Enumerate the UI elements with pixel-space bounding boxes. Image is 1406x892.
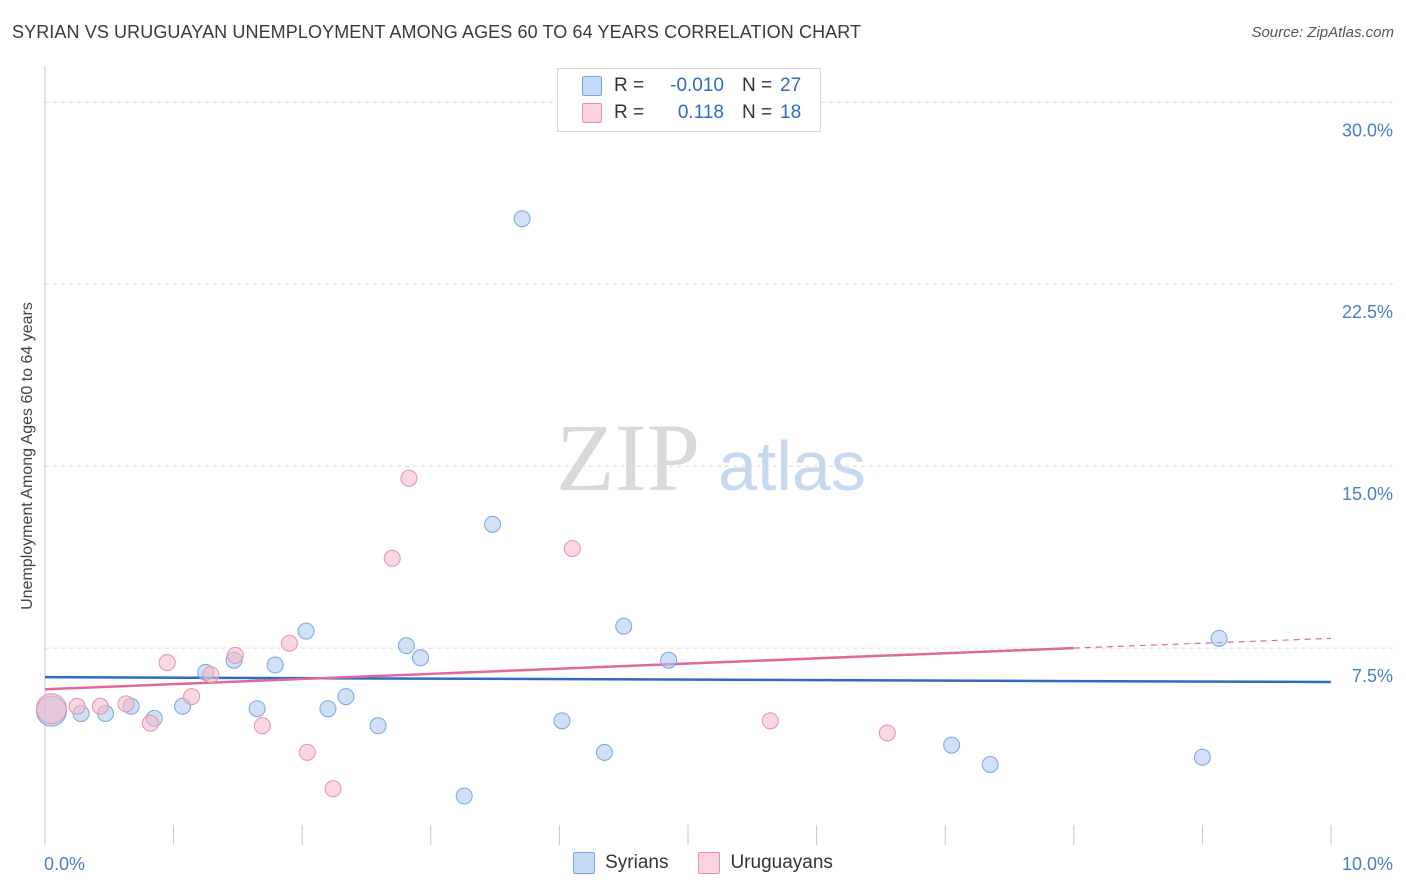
uruguayans-point xyxy=(68,697,86,715)
uruguayans-point xyxy=(878,724,896,742)
uruguayans-point xyxy=(158,654,176,672)
uruguayans-point xyxy=(117,695,135,713)
legend-item-syrians: Syrians xyxy=(573,852,668,874)
x-tick-label: 10.0% xyxy=(1342,854,1393,874)
uruguayans-legend-swatch xyxy=(698,852,721,874)
syrians-r-value: -0.010 xyxy=(670,75,724,96)
syrians-trend-line xyxy=(44,675,1332,684)
uruguayans-point xyxy=(35,693,67,725)
syrians-point xyxy=(397,637,415,655)
syrians-point xyxy=(369,717,387,735)
legend-row-syrians: R = -0.010 N = 27 xyxy=(582,73,801,99)
syrians-point xyxy=(595,743,613,761)
chart-title: SYRIAN VS URUGUAYAN UNEMPLOYMENT AMONG A… xyxy=(12,22,862,42)
correlation-legend: R = -0.010 N = 27 R = 0.118 N = 18 xyxy=(557,68,821,132)
uruguayans-point xyxy=(324,780,342,798)
uruguayans-point xyxy=(400,469,418,487)
legend-row-uruguayans: R = 0.118 N = 18 xyxy=(582,100,801,126)
syrians-point xyxy=(553,712,571,730)
syrians-r-label: R = xyxy=(614,75,645,96)
uruguayans-n-label: N = xyxy=(742,102,773,123)
x-tick-label: 0.0% xyxy=(44,854,85,874)
syrians-point xyxy=(319,700,337,718)
source-credit: Source: ZipAtlas.com xyxy=(1251,24,1394,41)
syrians-point xyxy=(660,651,678,669)
syrians-point xyxy=(943,736,961,754)
uruguayans-r-label: R = xyxy=(614,102,645,123)
uruguayans-point xyxy=(383,549,401,567)
syrians-point xyxy=(1210,629,1228,647)
syrians-point xyxy=(1193,748,1211,766)
syrians-point xyxy=(248,700,266,718)
uruguayans-point xyxy=(761,712,779,730)
uruguayans-swatch xyxy=(582,103,602,123)
y-tick-label: 30.0% xyxy=(1342,120,1393,140)
legend-item-uruguayans: Uruguayans xyxy=(698,852,833,874)
uruguayans-n-value: 18 xyxy=(780,102,802,123)
syrians-point xyxy=(513,210,531,228)
syrians-point xyxy=(266,656,284,674)
uruguayans-point xyxy=(563,540,581,558)
syrians-point xyxy=(455,787,473,805)
y-tick-label: 22.5% xyxy=(1342,302,1393,322)
watermark-zip: ZIP xyxy=(556,404,700,511)
y-tick-label: 15.0% xyxy=(1342,484,1393,504)
uruguayans-point xyxy=(253,717,271,735)
uruguayans-trend-line xyxy=(44,646,1074,691)
uruguayans-r-value: 0.118 xyxy=(677,102,724,123)
uruguayans-point xyxy=(202,666,220,684)
uruguayans-trend-extension xyxy=(1073,637,1332,649)
uruguayans-point xyxy=(141,714,159,732)
uruguayans-legend-label: Uruguayans xyxy=(730,852,833,873)
syrians-point xyxy=(981,756,999,774)
syrians-n-value: 27 xyxy=(780,75,802,96)
watermark-atlas: atlas xyxy=(718,427,866,505)
syrians-point xyxy=(484,515,502,533)
uruguayans-point xyxy=(280,634,298,652)
syrians-point xyxy=(297,622,315,640)
uruguayans-point xyxy=(298,743,316,761)
y-tick-label: 7.5% xyxy=(1352,666,1393,686)
uruguayans-point xyxy=(226,646,244,664)
syrians-point xyxy=(615,617,633,635)
syrians-legend-swatch xyxy=(573,852,596,874)
syrians-point xyxy=(412,649,430,667)
uruguayans-point xyxy=(91,697,109,715)
syrians-swatch xyxy=(582,76,602,96)
series-legend: Syrians Uruguayans xyxy=(0,852,1406,874)
uruguayans-point xyxy=(183,688,201,706)
syrians-n-label: N = xyxy=(742,75,773,96)
syrians-legend-label: Syrians xyxy=(605,852,669,873)
syrians-point xyxy=(337,688,355,706)
